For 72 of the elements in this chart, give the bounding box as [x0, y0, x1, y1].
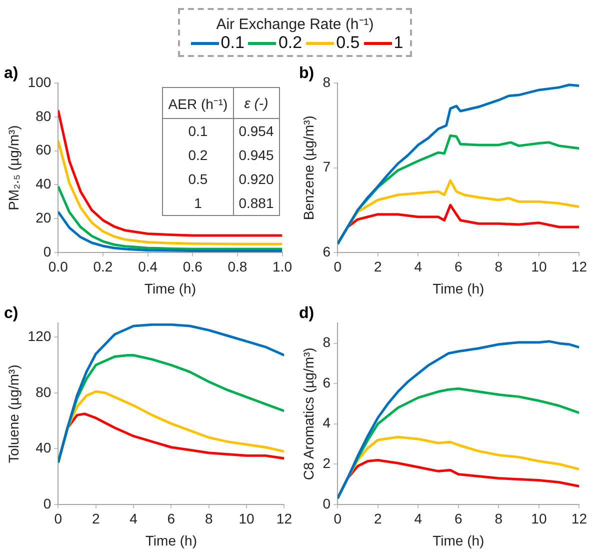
y-tick-label: 6: [322, 243, 331, 260]
x-tick-label: 12: [571, 510, 588, 527]
x-tick-label: 8: [204, 510, 213, 527]
y-tick-label: 0: [322, 495, 331, 512]
annotation: 0.954: [233, 118, 280, 144]
y-tick-label: 0: [43, 243, 52, 260]
x-tick-label: 6: [454, 510, 462, 527]
x-tick-label: 0: [334, 258, 342, 275]
y-tick-label: 2: [322, 454, 331, 471]
legend-label: 0.2: [278, 33, 302, 52]
legend-title: Air Exchange Rate (h⁻¹): [215, 15, 375, 33]
x-tick-label: 0.4: [138, 258, 158, 275]
y-tick-label: 80: [36, 384, 52, 400]
x-tick-label: 0.6: [182, 258, 203, 275]
y-tick-label: 20: [36, 209, 52, 226]
chart-title: a): [4, 65, 18, 82]
x-tick-label: 6: [454, 258, 462, 275]
x-axis-title: Time (h): [432, 532, 484, 548]
y-tick-label: 7: [322, 158, 331, 175]
x-tick-label: 0.2: [93, 258, 113, 275]
annotation: 0.1: [162, 118, 234, 144]
chart-title: c): [4, 305, 18, 322]
annotation: 0.920: [233, 167, 280, 192]
x-tick-label: 8: [494, 510, 503, 527]
annotation: 1: [162, 191, 234, 216]
y-tick-label: 120: [28, 328, 52, 344]
y-tick-label: 80: [36, 108, 52, 124]
x-tick-label: 8: [494, 258, 503, 275]
x-tick-label: 10: [531, 258, 547, 275]
legend-label: 0.5: [336, 33, 360, 52]
y-tick-label: 0: [43, 495, 52, 512]
x-axis-title: Time (h): [432, 280, 484, 296]
x-axis-title: Time (h): [145, 532, 197, 548]
y-axis-title: C8 Aromatics (µg/m³): [300, 348, 316, 480]
y-tick-label: 40: [36, 440, 52, 456]
annotation: AER (h⁻¹): [162, 88, 234, 119]
legend-label: 0.1: [220, 33, 244, 52]
x-tick-label: 2: [374, 510, 382, 527]
x-tick-label: 10: [238, 510, 255, 527]
y-tick-label: 40: [36, 176, 52, 192]
y-tick-label: 4: [322, 414, 331, 431]
y-axis-title: Toluene (µg/m³): [5, 364, 22, 463]
x-tick-label: 0: [334, 510, 342, 527]
annotation: 0.945: [233, 143, 280, 168]
annotation: 0.2: [162, 143, 234, 168]
x-tick-label: 4: [414, 258, 422, 275]
x-tick-label: 12: [276, 510, 292, 527]
y-tick-label: 6: [322, 374, 331, 390]
x-tick-label: 2: [374, 258, 382, 275]
annotation: 0.881: [233, 191, 280, 216]
x-tick-label: 10: [531, 510, 547, 527]
annotation: 0.5: [162, 167, 234, 192]
x-tick-label: 1.0: [272, 258, 292, 275]
x-tick-label: 0.0: [48, 258, 68, 275]
legend-label: 1: [394, 33, 404, 52]
x-tick-label: 4: [414, 510, 422, 527]
chart-title: b): [299, 65, 314, 82]
y-axis-title: PM₂.₅ (µg/m³): [5, 125, 22, 210]
annotation: ε (-): [233, 88, 280, 119]
y-tick-label: 8: [322, 74, 331, 90]
x-tick-label: 2: [92, 510, 100, 527]
x-tick-label: 12: [571, 258, 588, 275]
y-axis-title: Benzene (µg/m³): [300, 116, 316, 220]
y-tick-label: 8: [322, 334, 331, 350]
x-axis-title: Time (h): [144, 280, 196, 296]
x-tick-label: 6: [167, 510, 176, 527]
y-tick-label: 60: [36, 142, 52, 158]
x-tick-label: 4: [130, 510, 138, 527]
x-tick-label: 0: [54, 510, 62, 527]
chart-title: d): [299, 305, 314, 322]
y-tick-label: 100: [28, 74, 52, 90]
x-tick-label: 0.8: [228, 258, 248, 275]
